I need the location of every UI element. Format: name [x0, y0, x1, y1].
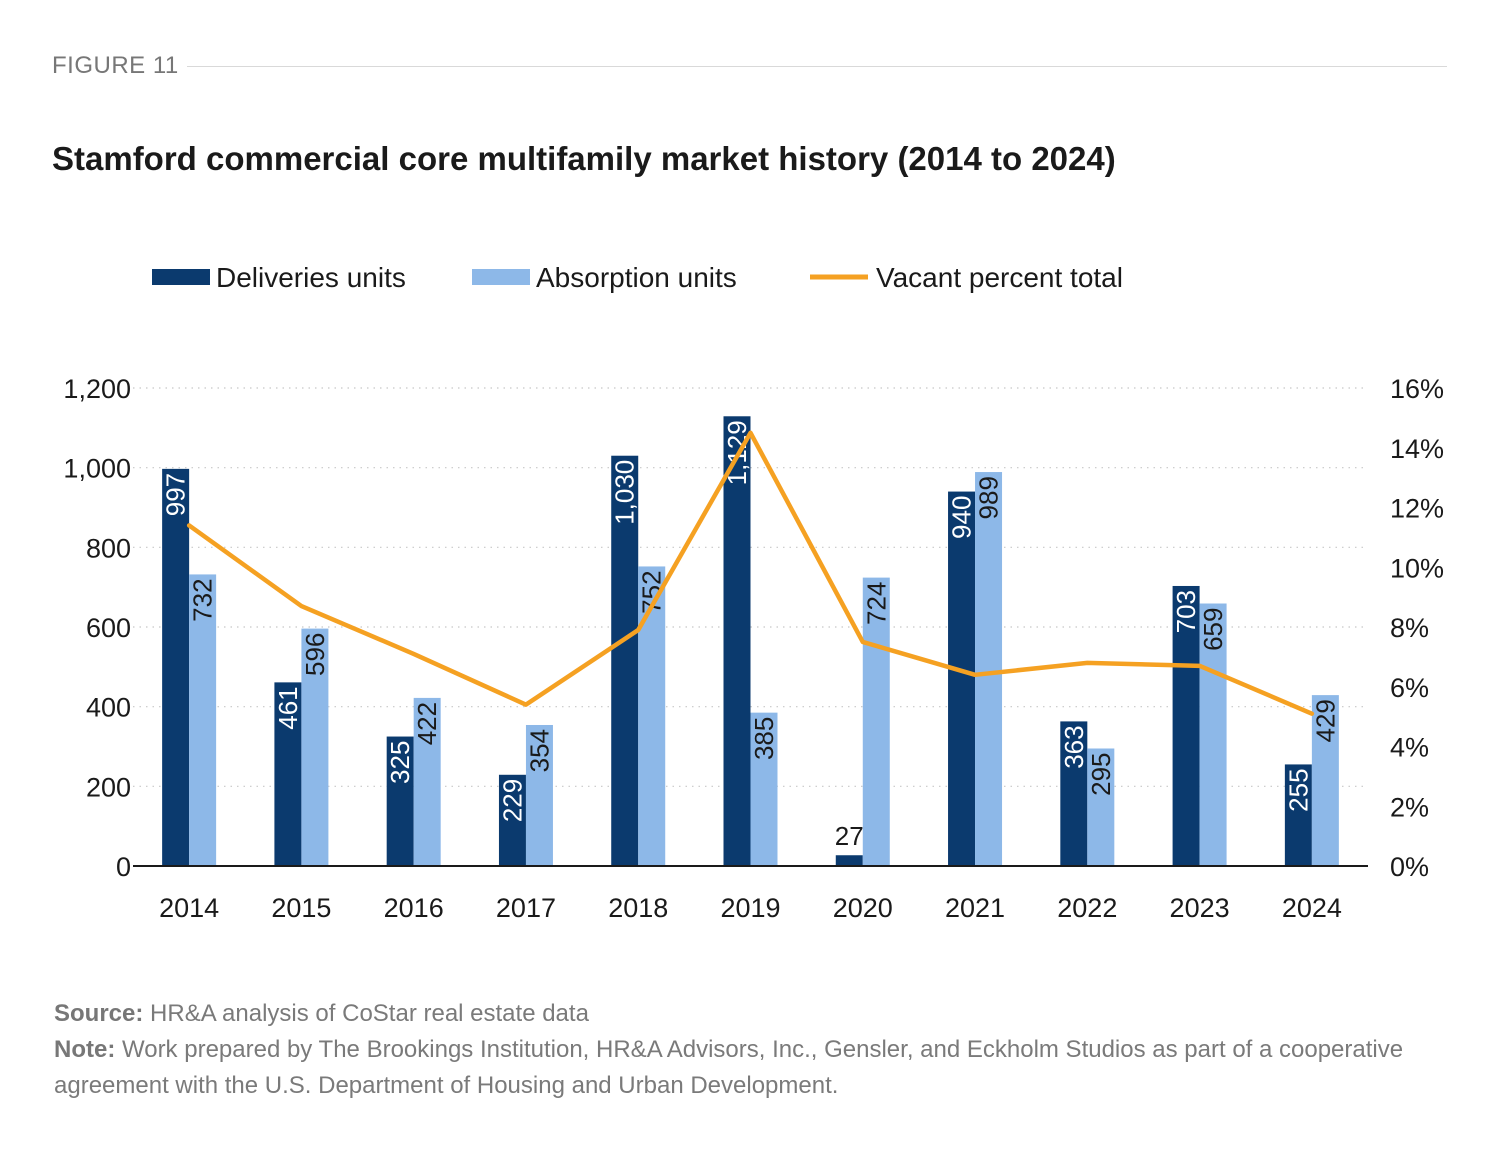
y-right-tick-label: 10%: [1390, 553, 1444, 583]
data-label-absorption: 989: [974, 476, 1004, 519]
bar-absorption: [1199, 603, 1227, 866]
bar-absorption: [525, 724, 553, 866]
x-tick-label: 2023: [1170, 893, 1230, 923]
y-right-tick-label: 0%: [1390, 852, 1429, 882]
figure-header: FIGURE 11: [52, 52, 1447, 82]
data-label-deliveries: 229: [497, 779, 527, 822]
x-tick-label: 2014: [159, 893, 219, 923]
legend-swatch-absorption: [472, 269, 530, 285]
y-left-tick-label: 1,000: [63, 454, 131, 484]
footnotes: Source: HR&A analysis of CoStar real est…: [54, 996, 1454, 1104]
data-label-absorption: 429: [1310, 699, 1340, 742]
y-left-tick-label: 600: [86, 613, 131, 643]
y-left-tick-label: 400: [86, 693, 131, 723]
data-label-deliveries: 1,030: [610, 460, 640, 525]
bar-absorption: [638, 566, 666, 866]
x-tick-label: 2017: [496, 893, 556, 923]
bar-deliveries: [386, 736, 414, 866]
combo-chart: 0 200 400 600 800 1,000 1,200 0% 2% 4% 6% 8% 10% 12% 1…: [63, 262, 1444, 923]
note-line: Note: Work prepared by The Brookings Ins…: [54, 1032, 1454, 1104]
source-line: Source: HR&A analysis of CoStar real est…: [54, 996, 1454, 1032]
data-label-deliveries: 703: [1171, 590, 1201, 633]
data-label-absorption: 354: [524, 729, 554, 772]
x-tick-label: 2018: [608, 893, 668, 923]
bar-deliveries: [1284, 764, 1312, 866]
data-label-deliveries: 27: [835, 821, 864, 851]
data-label-absorption: 596: [300, 633, 330, 676]
source-label: Source:: [54, 1000, 144, 1027]
y-left-tick-label: 1,200: [63, 374, 131, 404]
legend-label-vacancy: Vacant percent total: [876, 262, 1123, 293]
data-label-deliveries: 255: [1283, 768, 1313, 811]
legend-label-deliveries: Deliveries units: [216, 262, 406, 293]
bar-deliveries: [611, 455, 639, 866]
y-right-tick-label: 16%: [1390, 374, 1444, 404]
bar-absorption: [750, 712, 778, 866]
figure-label: FIGURE 11: [52, 52, 179, 79]
bar-absorption: [1087, 748, 1115, 866]
bar-deliveries: [498, 774, 526, 866]
bar-deliveries: [723, 416, 751, 866]
data-label-absorption: 659: [1198, 607, 1228, 650]
y-right-tick-label: 2%: [1390, 792, 1429, 822]
y-right-tick-label: 4%: [1390, 733, 1429, 763]
legend-label-absorption: Absorption units: [536, 262, 737, 293]
data-label-deliveries: 363: [1059, 725, 1089, 768]
data-label-absorption: 295: [1086, 752, 1116, 795]
bar-deliveries: [1060, 721, 1088, 866]
x-tick-label: 2021: [945, 893, 1005, 923]
y-left-tick-label: 800: [86, 533, 131, 563]
bar-absorption: [301, 628, 329, 866]
bar-absorption: [189, 574, 217, 866]
y-left-tick-label: 0: [116, 852, 131, 882]
data-label-deliveries: 940: [947, 496, 977, 539]
chart-title: Stamford commercial core multifamily mar…: [52, 140, 1116, 177]
y-right-tick-label: 14%: [1390, 434, 1444, 464]
bar-absorption: [862, 577, 890, 866]
x-tick-label: 2015: [271, 893, 331, 923]
bar-deliveries: [948, 491, 976, 866]
data-label-absorption: 724: [861, 582, 891, 625]
y-left-tick-label: 200: [86, 772, 131, 802]
data-label-absorption: 385: [749, 717, 779, 760]
y-right-tick-label: 8%: [1390, 613, 1429, 643]
x-tick-label: 2019: [720, 893, 780, 923]
x-tick-label: 2020: [833, 893, 893, 923]
data-label-deliveries: 461: [273, 686, 303, 729]
bar-deliveries: [835, 855, 863, 866]
bar-absorption: [975, 472, 1003, 866]
note-text: Work prepared by The Brookings Instituti…: [54, 1036, 1404, 1099]
x-tick-label: 2016: [384, 893, 444, 923]
y-right-tick-label: 6%: [1390, 673, 1429, 703]
bar-absorption: [413, 697, 441, 866]
y-right-tick-label: 12%: [1390, 494, 1444, 524]
x-tick-label: 2022: [1057, 893, 1117, 923]
note-label: Note:: [54, 1036, 116, 1063]
data-label-deliveries: 325: [385, 741, 415, 784]
vacancy-line: [186, 430, 1315, 716]
bar-deliveries: [274, 682, 302, 866]
bar-absorption: [1311, 695, 1339, 866]
source-text: HR&A analysis of CoStar real estate data: [143, 1000, 589, 1027]
bar-deliveries: [1172, 585, 1200, 866]
x-tick-label: 2024: [1282, 893, 1342, 923]
data-label-absorption: 422: [412, 702, 442, 745]
bar-deliveries: [162, 468, 190, 866]
header-rule: [187, 66, 1447, 67]
legend-swatch-deliveries: [152, 269, 210, 285]
data-label-absorption: 732: [188, 578, 218, 621]
data-label-deliveries: 997: [161, 473, 191, 516]
